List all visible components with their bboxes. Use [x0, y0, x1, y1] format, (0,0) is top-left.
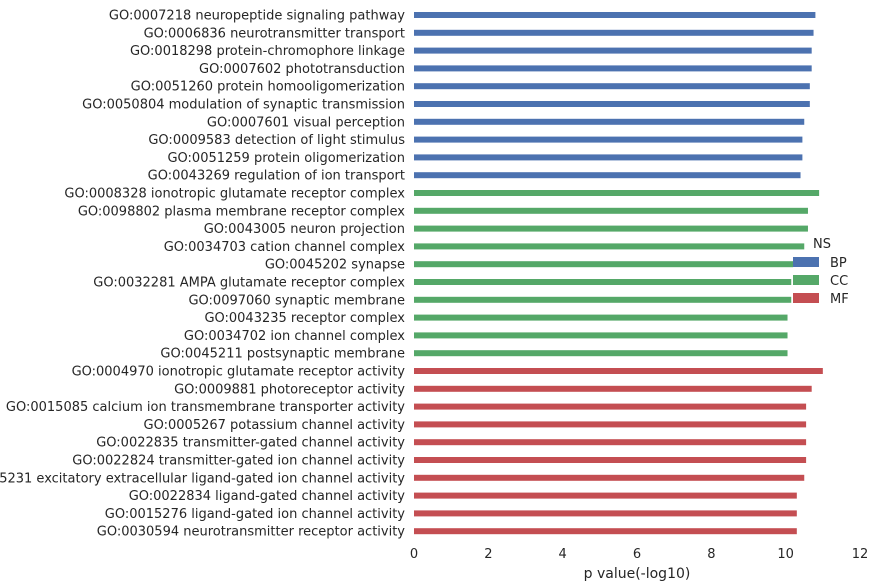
category-label: GO:0043269 regulation of ion transport [148, 169, 405, 184]
category-label: GO:0007601 visual perception [207, 115, 405, 130]
bars-group [414, 12, 823, 535]
x-tick-label: 0 [410, 547, 418, 562]
bar [414, 385, 812, 392]
bar [414, 296, 792, 303]
x-axis-ticks: 0 2 4 6 8 10 12 [410, 547, 868, 562]
category-label: GO:0022834 ligand-gated channel activity [129, 489, 406, 504]
legend-label: MF [830, 292, 849, 307]
bar [414, 279, 792, 285]
category-label: GO:0032281 AMPA glutamate receptor compl… [93, 276, 405, 291]
legend-title: NS [813, 237, 831, 252]
category-label: GO:0005231 excitatory extracellular liga… [0, 471, 405, 486]
bar [414, 510, 797, 517]
category-label: GO:0004970 ionotropic glutamate receptor… [72, 365, 406, 380]
x-tick-label: 12 [852, 547, 869, 562]
x-axis-title: p value(-log10) [584, 566, 691, 582]
bar [414, 243, 805, 250]
bar [414, 261, 794, 268]
legend: NS BP CC MF [793, 237, 849, 307]
bar [414, 492, 797, 499]
bar [414, 332, 788, 339]
category-label: GO:0051259 protein oligomerization [167, 151, 405, 166]
bar [414, 314, 788, 321]
bar [414, 47, 812, 54]
x-tick-label: 10 [777, 547, 794, 562]
bar [414, 457, 807, 463]
category-label: GO:0009583 detection of light stimulus [148, 133, 405, 148]
category-label: GO:0018298 protein-chromophore linkage [130, 44, 405, 59]
category-label: GO:0043235 receptor complex [204, 311, 405, 326]
bar [414, 136, 803, 143]
category-label: GO:0045202 synapse [265, 258, 405, 273]
bar [414, 154, 803, 161]
category-label: GO:0008328 ionotropic glutamate receptor… [64, 187, 405, 202]
bar [414, 101, 810, 107]
category-label: GO:0005267 potassium channel activity [144, 418, 406, 433]
bar [414, 403, 807, 410]
category-label: GO:0043005 neuron projection [204, 222, 405, 237]
category-labels: GO:0007218 neuropeptide signaling pathwa… [0, 9, 405, 540]
legend-swatch [793, 275, 819, 285]
bar [414, 190, 820, 196]
bar [414, 474, 805, 481]
legend-swatch [793, 257, 819, 267]
bar [414, 118, 805, 125]
bar [414, 29, 814, 36]
bar [414, 207, 808, 214]
x-tick-label: 4 [559, 547, 567, 562]
category-label: GO:0045211 postsynaptic membrane [160, 347, 405, 362]
category-label: GO:0022824 transmitter-gated ion channel… [72, 454, 405, 469]
bar [414, 65, 812, 72]
category-label: GO:0022835 transmitter-gated channel act… [96, 436, 405, 451]
category-label: GO:0097060 synaptic membrane [188, 293, 405, 308]
x-tick-label: 8 [707, 547, 715, 562]
category-label: GO:0015085 calcium ion transmembrane tra… [6, 400, 405, 415]
category-label: GO:0007218 neuropeptide signaling pathwa… [109, 9, 405, 24]
category-label: GO:0034702 ion channel complex [184, 329, 405, 344]
bar [414, 368, 823, 374]
bar [414, 439, 807, 446]
legend-label: BP [830, 256, 847, 271]
bar [414, 12, 816, 18]
x-tick-label: 2 [484, 547, 492, 562]
bar [414, 172, 801, 179]
category-label: GO:0051260 protein homooligomerization [131, 80, 405, 95]
category-label: GO:0009881 photoreceptor activity [174, 382, 405, 397]
category-label: GO:0034703 cation channel complex [164, 240, 406, 255]
category-label: GO:0015276 ligand-gated ion channel acti… [105, 507, 406, 522]
x-tick-label: 6 [633, 547, 641, 562]
category-label: GO:0030594 neurotransmitter receptor act… [97, 525, 406, 540]
category-label: GO:0050804 modulation of synaptic transm… [82, 98, 405, 113]
bar [414, 350, 788, 357]
category-label: GO:0098802 plasma membrane receptor comp… [78, 204, 405, 219]
category-label: GO:0006836 neurotransmitter transport [144, 26, 405, 41]
bar [414, 225, 808, 232]
bar [414, 83, 810, 90]
category-label: GO:0007602 phototransduction [199, 62, 405, 77]
bar [414, 528, 797, 535]
legend-swatch [793, 293, 819, 303]
legend-label: CC [830, 274, 848, 289]
bar [414, 421, 807, 428]
